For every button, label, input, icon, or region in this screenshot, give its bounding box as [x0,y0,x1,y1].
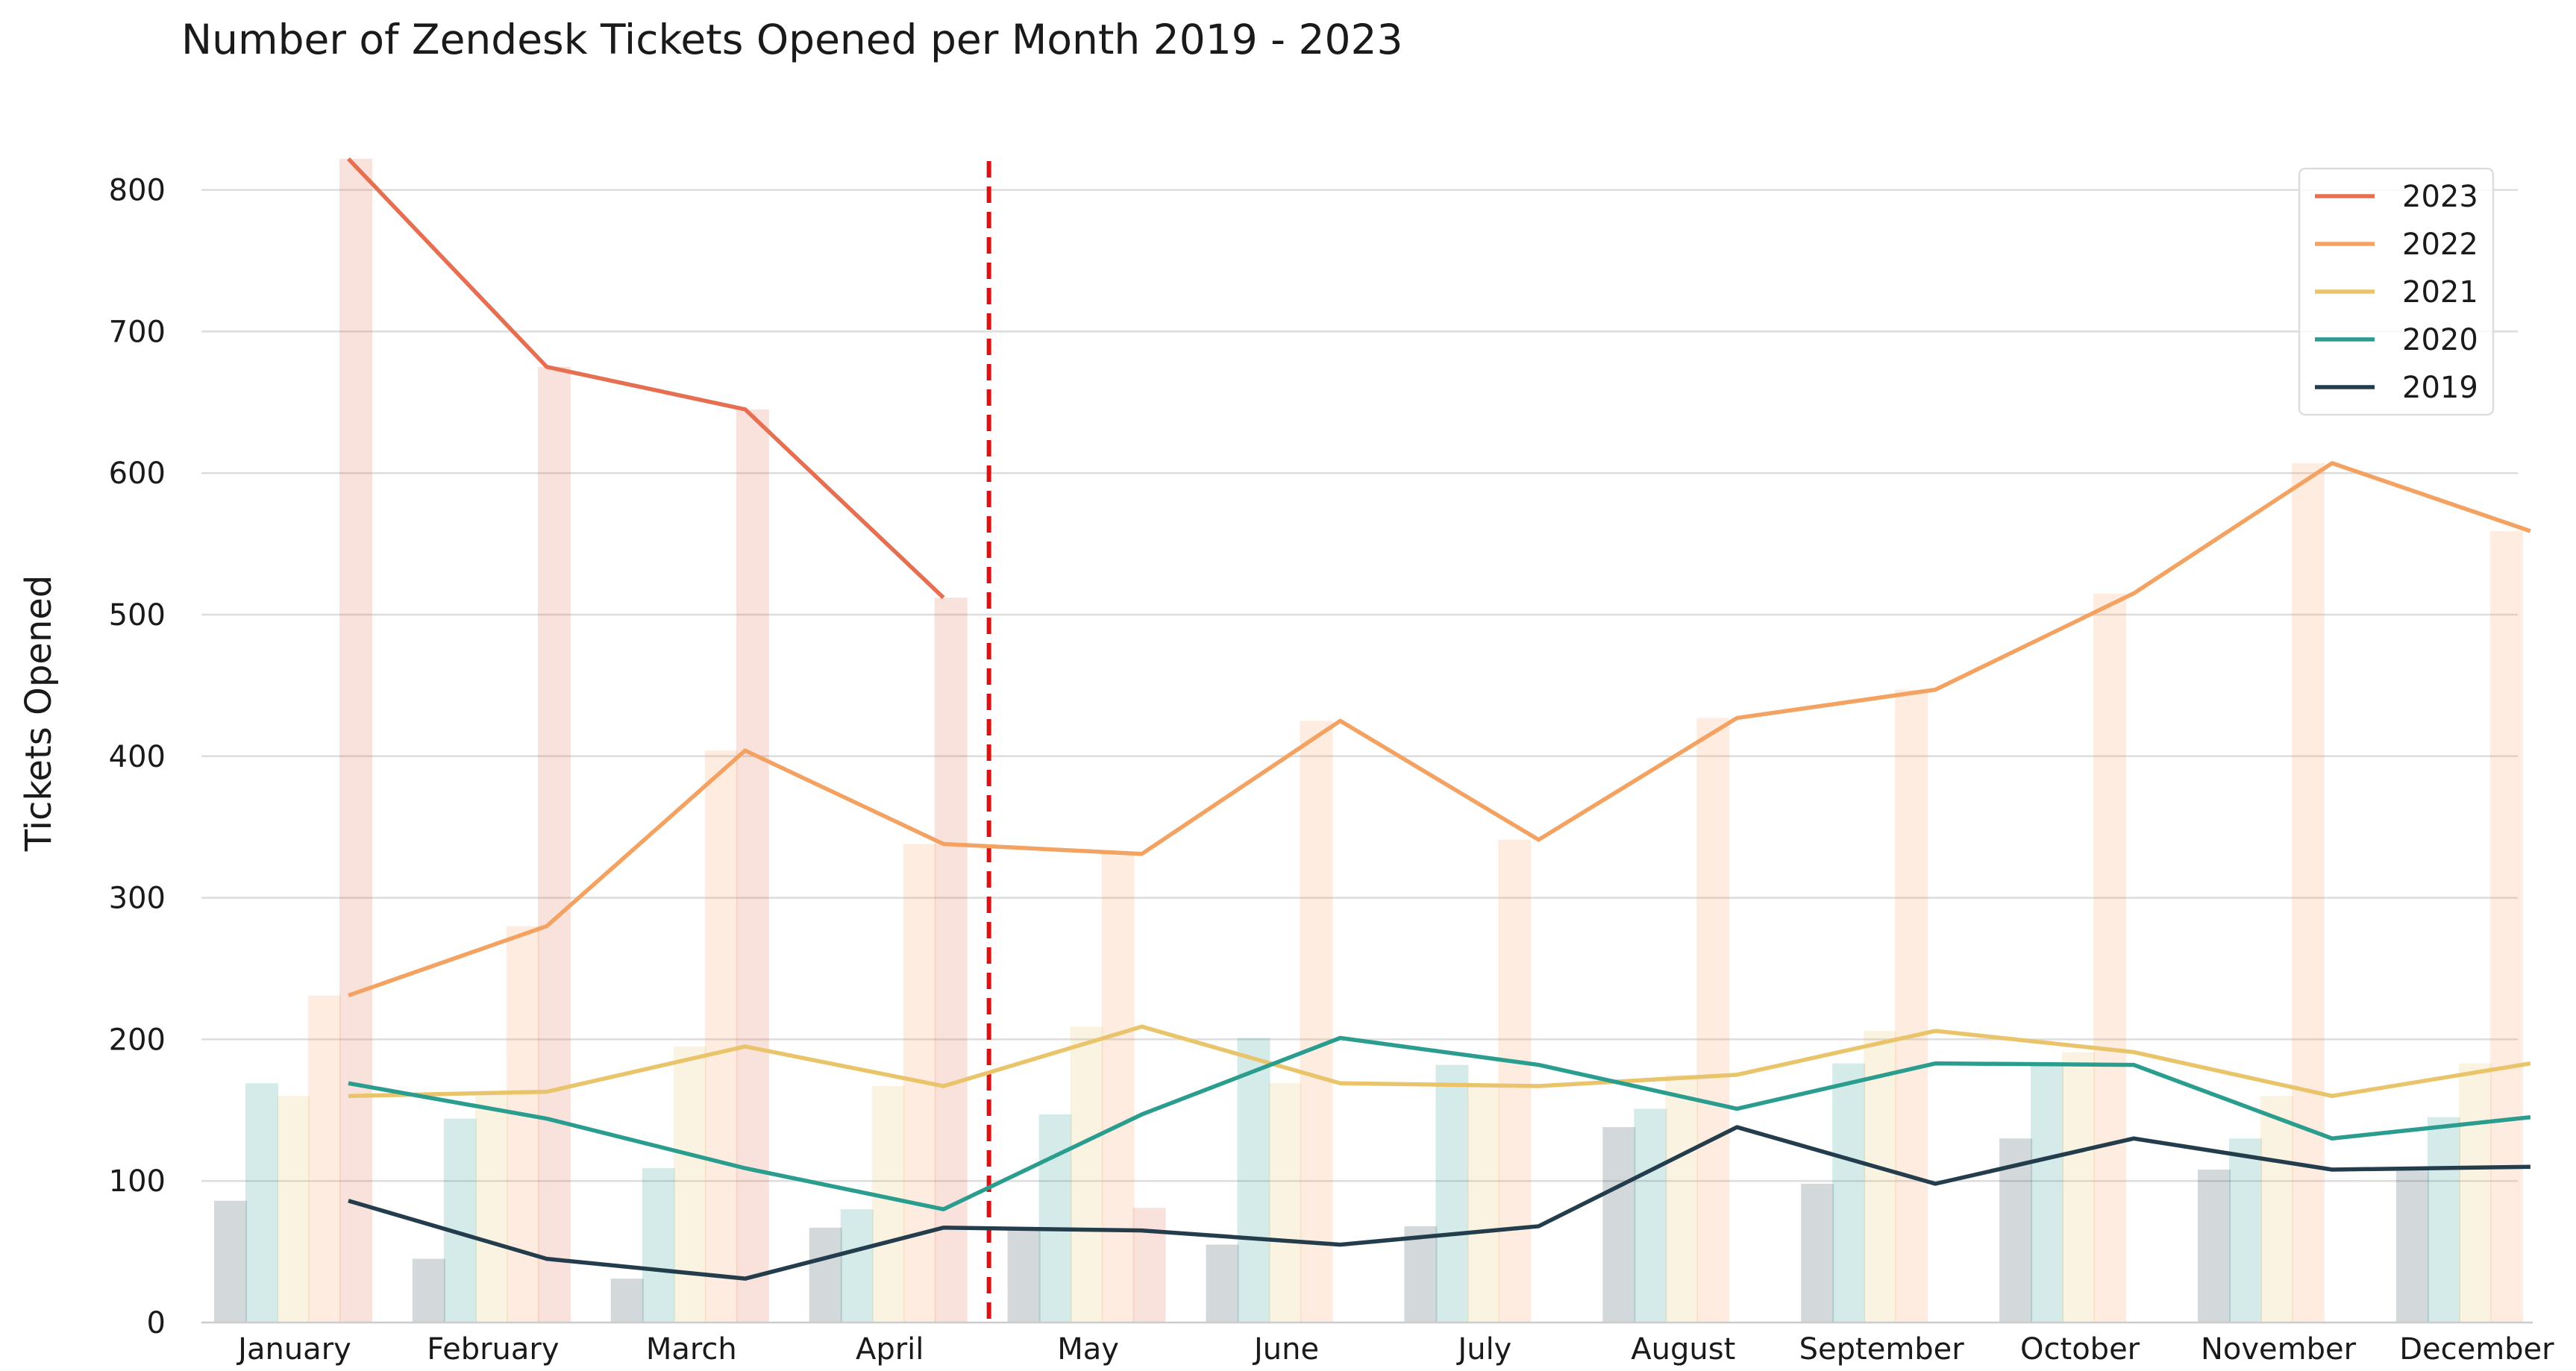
bar-2020-march [642,1168,675,1323]
y-tick-label: 500 [109,598,166,633]
bar-2023-may [1132,1208,1166,1323]
bar-2022-june [1300,721,1333,1323]
bar-2020-january [245,1083,278,1323]
bar-2019-november [2198,1170,2231,1323]
bar-2019-april [809,1227,842,1323]
bar-2020-june [1237,1038,1270,1323]
legend-box [2298,167,2495,416]
bar-2019-january [214,1200,247,1323]
bar-2021-april [871,1086,905,1323]
y-tick-label: 100 [109,1164,166,1199]
bar-2020-october [2031,1064,2064,1323]
bar-2019-august [1602,1127,1636,1323]
x-tick-label-december: December [2399,1332,2554,1367]
x-tick-label-april: April [856,1332,924,1367]
bar-2021-july [1467,1086,1500,1323]
bar-2019-september [1801,1183,1834,1323]
bar-2022-december [2489,531,2523,1323]
line-2019 [348,1125,2530,1281]
bar-2020-april [840,1209,874,1323]
bar-2023-april [934,597,968,1323]
legend: 2023 2022 2021 2020 2019 [2298,167,2495,416]
bar-2021-february [474,1091,508,1323]
bar-2023-march [736,409,769,1323]
bar-2021-may [1070,1026,1103,1323]
bar-2020-december [2427,1117,2460,1323]
legend-label-2020: 2020 [2402,323,2478,357]
y-tick-label: 0 [147,1306,166,1340]
bar-2020-may [1038,1114,1072,1323]
x-tick-label-july: July [1455,1332,1511,1367]
bar-2021-october [2062,1052,2096,1323]
bar-2021-november [2260,1096,2293,1323]
legend-label-2019: 2019 [2402,371,2478,405]
bar-2021-january [277,1096,310,1323]
bar-2020-september [1832,1063,1866,1323]
legend-label-2022: 2022 [2402,228,2478,262]
bar-2022-march [704,750,738,1323]
x-tick-label-september: September [1799,1332,1965,1367]
x-tick-label-november: November [2201,1332,2357,1367]
y-tick-label: 200 [109,1023,166,1057]
y-tick-label: 300 [109,882,166,916]
x-tick-label-march: March [646,1332,737,1367]
bar-2022-july [1498,839,1532,1323]
y-tick-labels: 0 100 200 300 400 500 600 700 800 [109,174,166,1340]
legend-label-2021: 2021 [2402,275,2478,310]
x-tick-label-june: June [1252,1332,1319,1367]
bar-2023-january [339,158,372,1323]
bar-2020-november [2229,1138,2262,1323]
bar-2022-september [1895,689,1928,1323]
series-lines [347,157,2531,1281]
chart-title: Number of Zendesk Tickets Opened per Mon… [181,16,1403,63]
line-2021 [348,1024,2531,1099]
bar-2022-january [308,995,341,1323]
bars [214,158,2523,1323]
bar-2021-august [1665,1074,1699,1323]
y-tick-label: 600 [109,457,166,491]
line-2020 [348,1035,2531,1211]
bar-2021-december [2458,1063,2492,1323]
y-tick-label: 400 [109,740,166,774]
x-tick-labels: January February March April May June July Augu… [236,1332,2554,1367]
bar-2019-may [1007,1230,1041,1323]
bar-2022-august [1696,718,1730,1323]
legend-label-2023: 2023 [2402,180,2478,214]
x-tick-label-january: January [236,1332,351,1367]
bar-2022-november [2292,462,2325,1323]
y-tick-label: 800 [109,174,166,208]
grid-lines [201,189,2518,1182]
bar-2022-may [1101,853,1135,1323]
x-tick-label-may: May [1057,1332,1119,1367]
bar-2022-october [2093,593,2127,1323]
x-tick-label-february: February [427,1332,559,1367]
bar-2019-july [1404,1226,1438,1323]
line-2023 [347,157,945,600]
x-tick-label-october: October [2020,1332,2140,1367]
bar-2020-february [443,1118,477,1323]
bar-2021-june [1268,1083,1302,1323]
bar-2020-july [1435,1064,1469,1323]
bar-2019-march [610,1279,644,1323]
y-tick-label: 700 [109,315,166,349]
bar-2019-december [2395,1167,2429,1323]
bar-2019-february [412,1258,445,1323]
line-2022 [348,461,2531,998]
bar-2021-march [673,1046,706,1323]
bar-2022-february [506,926,539,1323]
bar-2023-february [537,366,571,1323]
y-axis-label: Tickets Opened [18,575,60,852]
bar-2019-june [1206,1244,1239,1323]
x-tick-label-august: August [1631,1332,1735,1367]
bar-2020-august [1634,1108,1667,1323]
